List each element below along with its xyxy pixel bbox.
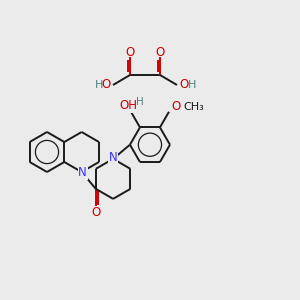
Text: O: O xyxy=(125,46,135,59)
Text: N: N xyxy=(109,152,118,164)
Text: O: O xyxy=(155,46,165,59)
Text: H: H xyxy=(94,80,103,90)
Text: CH₃: CH₃ xyxy=(183,102,204,112)
Text: O: O xyxy=(179,79,188,92)
Text: H: H xyxy=(188,80,196,90)
Text: H: H xyxy=(136,97,144,107)
Text: O: O xyxy=(91,206,101,219)
Text: O: O xyxy=(171,100,180,113)
Text: O: O xyxy=(102,79,111,92)
Text: N: N xyxy=(78,167,87,179)
Text: OH: OH xyxy=(119,99,137,112)
